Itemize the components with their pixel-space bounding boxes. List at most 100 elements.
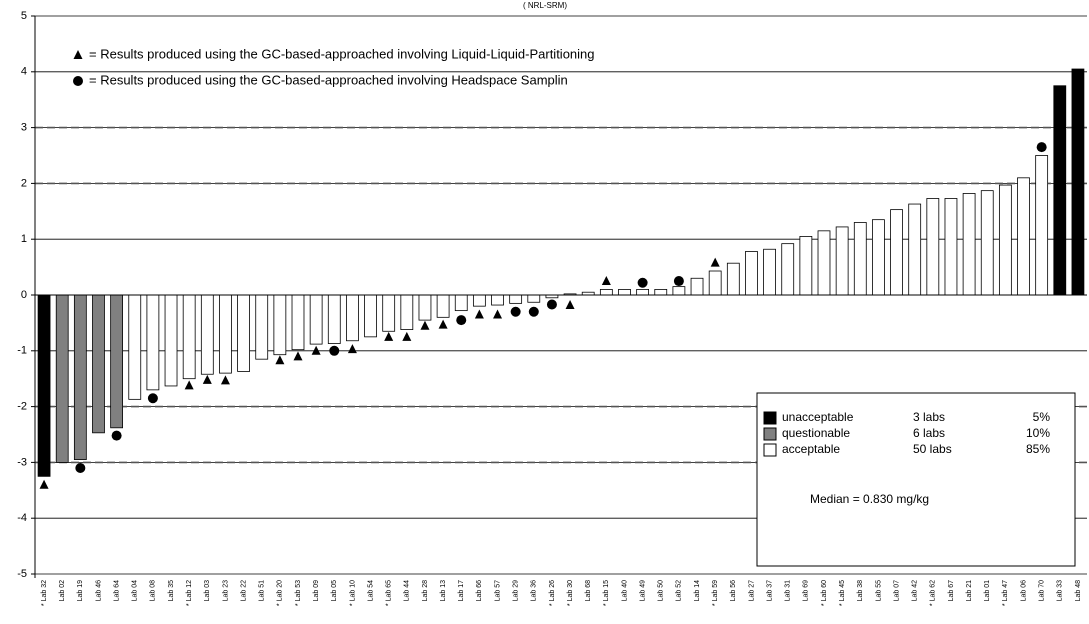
circle-marker <box>111 430 122 441</box>
circle-marker <box>528 306 539 317</box>
bar <box>908 203 922 296</box>
bar <box>1053 85 1067 296</box>
x-tick-label: Lab 22 <box>240 580 247 602</box>
bar <box>618 289 631 296</box>
legend-swatch <box>763 427 777 441</box>
bar <box>37 294 51 477</box>
circle-marker <box>510 306 521 317</box>
y-tick-label: 0 <box>21 289 27 301</box>
circle-marker <box>456 315 467 326</box>
x-tick-label: Lab 07 <box>893 580 900 602</box>
bar <box>182 294 196 380</box>
x-tick-label: Lab 52 <box>676 580 683 602</box>
x-tick-label: Lab 42 <box>912 580 919 602</box>
x-tick-label: Lab 57 <box>494 580 501 602</box>
circle-marker <box>546 299 557 310</box>
x-tick-label: * Lab 62 <box>930 580 937 606</box>
bar <box>962 193 976 296</box>
x-tick-label: Lab 02 <box>59 580 66 602</box>
x-tick-label: Lab 21 <box>966 580 973 602</box>
bar <box>346 294 359 342</box>
x-tick-label: Lab 67 <box>948 580 955 602</box>
x-tick-label: Lab 33 <box>1057 580 1064 602</box>
bar <box>763 248 776 296</box>
y-tick-label: -4 <box>17 512 27 524</box>
x-tick-label: Lab 56 <box>730 580 737 602</box>
bar <box>273 294 287 356</box>
legend-count: 3 labs <box>913 410 945 424</box>
bar <box>255 294 269 360</box>
bar <box>110 294 124 429</box>
circle-marker <box>75 462 86 473</box>
bar <box>1071 68 1085 296</box>
x-tick-label: Lab 40 <box>621 580 628 602</box>
bar <box>1017 177 1030 296</box>
legend-percent: 10% <box>1026 426 1050 440</box>
bar <box>672 286 686 296</box>
bar <box>835 226 849 296</box>
bar <box>853 222 867 296</box>
x-tick-label: Lab 06 <box>1020 580 1027 602</box>
bar <box>200 294 214 375</box>
triangle-marker <box>347 344 357 354</box>
bar <box>237 294 250 372</box>
triangle-marker <box>202 374 212 384</box>
x-tick-label: Lab 27 <box>748 580 755 602</box>
x-tick-label: * Lab 65 <box>386 580 393 606</box>
bar <box>708 270 722 296</box>
triangle-marker <box>39 479 49 489</box>
legend-note: Median = 0.830 mg/kg <box>810 492 929 506</box>
y-tick-label: -1 <box>17 345 27 357</box>
x-tick-label: Lab 09 <box>313 580 320 602</box>
x-tick-label: Lab 31 <box>785 580 792 602</box>
triangle-marker <box>73 50 83 59</box>
bar <box>309 294 323 345</box>
bar <box>454 294 468 312</box>
x-tick-label: Lab 36 <box>531 580 538 602</box>
bar <box>1035 155 1049 296</box>
legend-swatch <box>763 411 777 425</box>
bar <box>599 289 613 296</box>
triangle-marker <box>293 351 303 361</box>
x-tick-label: Lab 01 <box>984 580 991 602</box>
y-tick-label: 2 <box>21 177 27 189</box>
legend-label: unacceptable <box>782 410 854 424</box>
bar <box>164 294 178 387</box>
x-tick-label: Lab 44 <box>404 580 411 602</box>
x-tick-label: Lab 46 <box>95 580 102 602</box>
triangle-marker <box>184 380 194 390</box>
x-tick-label: * Lab 53 <box>295 580 302 606</box>
x-tick-label: Lab 23 <box>222 580 229 602</box>
bar <box>382 294 396 332</box>
y-tick-label: 3 <box>21 122 27 134</box>
legend: unacceptable 3 labs 5% questionable 6 labs 10… <box>756 392 1076 567</box>
bar <box>92 294 105 434</box>
bar <box>944 198 958 296</box>
legend-box <box>756 392 1076 567</box>
circle-marker <box>637 277 648 288</box>
x-tick-label: Lab 55 <box>875 580 882 602</box>
x-tick-label: Lab 68 <box>585 580 592 602</box>
bar <box>998 184 1012 296</box>
bar <box>128 294 142 400</box>
x-tick-label: * Lab 47 <box>1002 580 1009 606</box>
legend-swatch <box>763 443 777 457</box>
y-tick-label: 5 <box>21 10 27 22</box>
triangle-marker <box>402 331 412 341</box>
annotation: = Results produced using the GC-based-ap… <box>89 72 568 87</box>
x-tick-label: Lab 29 <box>512 580 519 602</box>
legend-count: 50 labs <box>913 442 952 456</box>
y-tick-label: -5 <box>17 568 27 580</box>
x-tick-label: Lab 14 <box>694 580 701 602</box>
x-tick-label: Lab 70 <box>1038 580 1045 602</box>
x-tick-label: * Lab 26 <box>549 580 556 606</box>
x-tick-label: Lab 08 <box>150 580 157 602</box>
x-tick-label: Lab 66 <box>476 580 483 602</box>
x-tick-label: Lab 05 <box>331 580 338 602</box>
legend-percent: 85% <box>1026 442 1050 456</box>
chart-title: ( NRL-SRM) <box>523 1 567 10</box>
x-tick-label: * Lab 20 <box>277 580 284 606</box>
bar <box>146 294 160 391</box>
bar <box>364 294 377 338</box>
